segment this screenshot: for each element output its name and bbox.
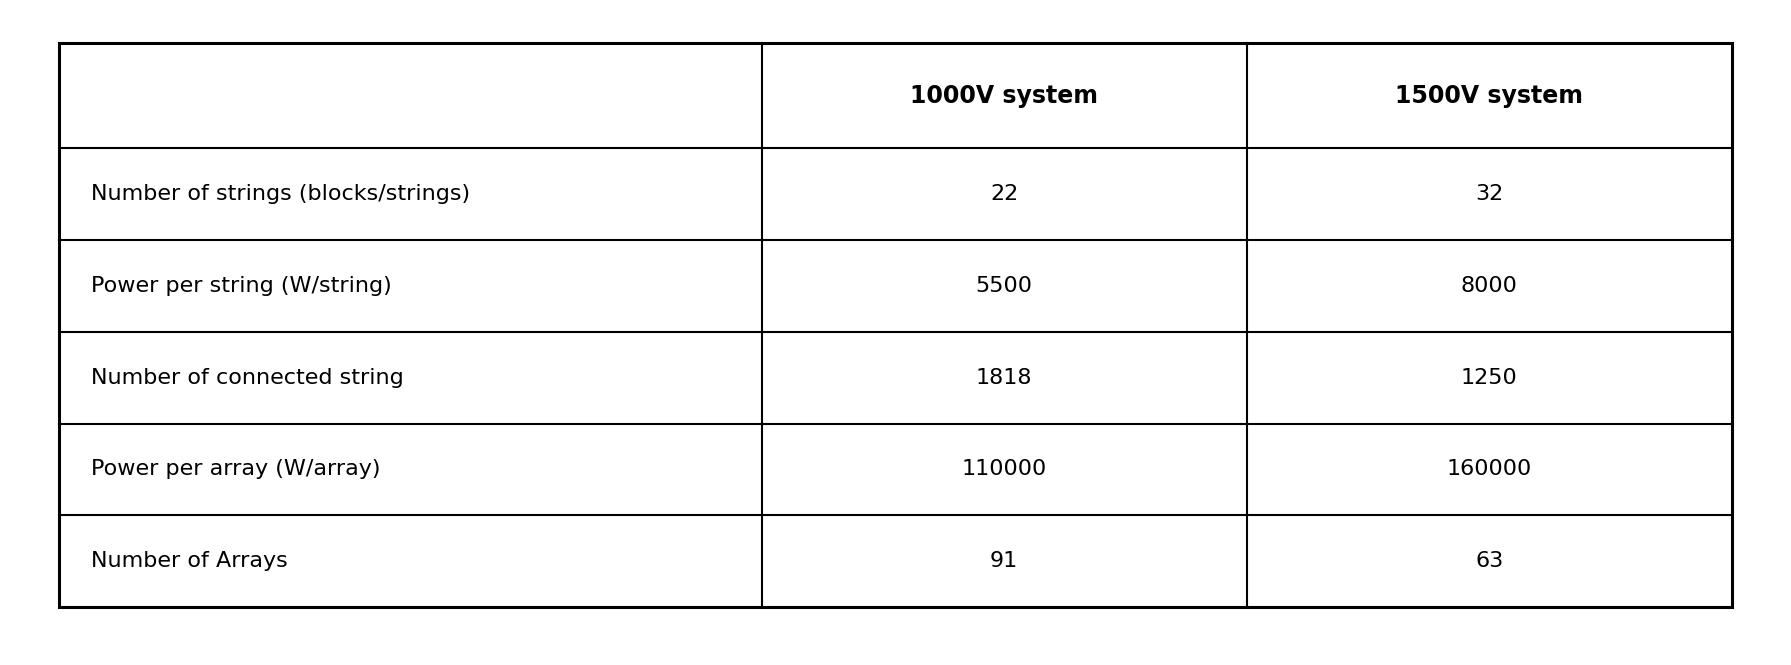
Text: 1500V system: 1500V system	[1395, 84, 1583, 108]
Bar	[59, 43, 1732, 607]
Text: 1818: 1818	[976, 368, 1032, 388]
Text: 91: 91	[990, 551, 1019, 571]
Text: Power per array (W/array): Power per array (W/array)	[91, 460, 381, 479]
Text: Number of Arrays: Number of Arrays	[91, 551, 288, 571]
Text: 63: 63	[1476, 551, 1503, 571]
Text: 160000: 160000	[1447, 460, 1531, 479]
Text: Number of connected string: Number of connected string	[91, 368, 405, 388]
Text: 8000: 8000	[1461, 276, 1517, 296]
Text: 1250: 1250	[1461, 368, 1517, 388]
Text: 110000: 110000	[962, 460, 1048, 479]
Text: Number of strings (blocks/strings): Number of strings (blocks/strings)	[91, 184, 471, 204]
Text: 5500: 5500	[976, 276, 1033, 296]
Text: Power per string (W/string): Power per string (W/string)	[91, 276, 392, 296]
Text: 32: 32	[1476, 184, 1503, 204]
Text: 22: 22	[990, 184, 1019, 204]
Text: 1000V system: 1000V system	[910, 84, 1098, 108]
